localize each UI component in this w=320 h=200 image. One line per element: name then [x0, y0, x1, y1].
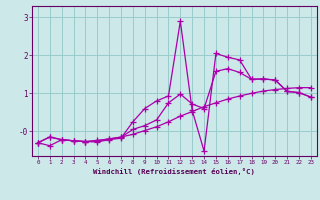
X-axis label: Windchill (Refroidissement éolien,°C): Windchill (Refroidissement éolien,°C) [93, 168, 255, 175]
